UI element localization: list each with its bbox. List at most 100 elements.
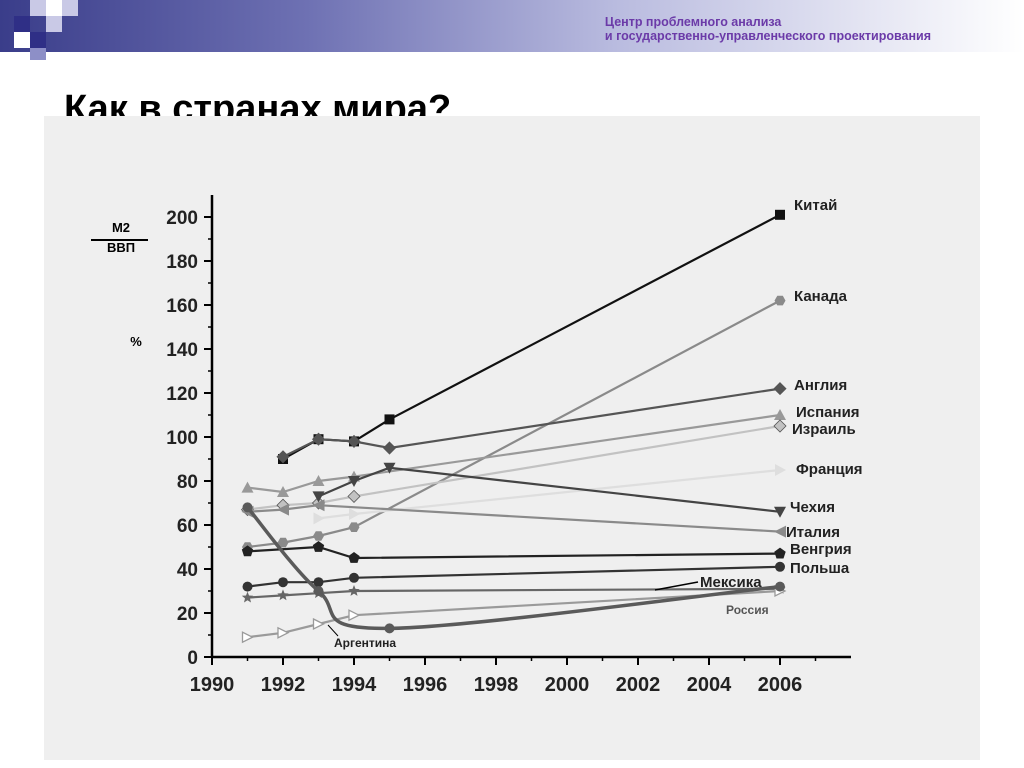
y-tick-label-180: 180 (166, 252, 198, 273)
line-аргентина (246, 506, 781, 631)
point-чехия-1994 (348, 476, 360, 487)
y-tick-label-0: 0 (187, 648, 198, 669)
y-tick-label-200: 200 (166, 208, 198, 229)
label-польша: Польша (790, 560, 850, 577)
series-россия (241, 584, 787, 644)
line-канада (247, 299, 781, 549)
series-канада (242, 295, 786, 552)
label-китай: Китай (794, 197, 837, 214)
logo-square-8 (14, 32, 30, 48)
y-label-numerator: M2 (112, 220, 130, 235)
point-англия-1994 (347, 434, 361, 448)
point-канада-1993 (313, 531, 324, 541)
x-tick-label-1998: 1998 (474, 674, 519, 696)
label-аргентина: Аргентина (334, 636, 396, 650)
point-польша-1992 (278, 577, 288, 588)
y-axis-label: M2 ВВП % (91, 220, 148, 349)
y-tick-label-40: 40 (177, 560, 198, 581)
point-мексика-1994 (348, 585, 360, 596)
label-канада: Канада (794, 288, 848, 305)
point-китай-1995 (384, 414, 395, 425)
series-венгрия (241, 541, 786, 563)
point-польша-1994 (349, 572, 359, 583)
logo-square-5 (46, 0, 62, 16)
series-англия (276, 382, 787, 464)
point-аргентина-2006 (775, 581, 785, 592)
y-tick-label-20: 20 (177, 604, 198, 625)
point-чехия-1993 (312, 491, 325, 503)
label-россия: Россия (726, 603, 769, 617)
point-израиль-1994 (347, 489, 361, 503)
org-line-2: и государственно-управленческого проекти… (604, 29, 931, 43)
point-венгрия-1994 (348, 552, 360, 563)
point-англия-1995 (382, 441, 397, 455)
x-tick-label-1996: 1996 (403, 674, 448, 696)
point-венгрия-2006 (774, 547, 786, 559)
y-label-unit: % (130, 334, 142, 349)
point-аргентина-1995 (384, 623, 395, 634)
line-китай (282, 213, 781, 460)
point-франция-1994 (349, 508, 360, 520)
logo-square-6 (62, 0, 78, 16)
series-испания (241, 409, 786, 497)
logo-square-1 (14, 16, 30, 32)
point-аргентина-1993 (313, 586, 324, 596)
series-польша (242, 561, 785, 592)
point-израиль-2006 (773, 419, 787, 433)
logo-square-3 (46, 16, 62, 32)
line-франция (318, 468, 781, 520)
point-венгрия-1991 (241, 545, 254, 557)
series-франция (313, 464, 786, 525)
label-испания: Испания (796, 404, 860, 421)
series-чехия (312, 462, 786, 518)
logo-square-4 (30, 32, 46, 48)
line-чехия (318, 466, 781, 513)
y-label-denominator: ВВП (107, 240, 135, 255)
point-испания-1991 (241, 481, 254, 493)
x-tick-label-1992: 1992 (261, 674, 306, 696)
label-англия: Англия (794, 377, 847, 394)
chart-series (240, 209, 787, 644)
chart-panel (44, 116, 980, 760)
x-tick-label-1994: 1994 (332, 674, 377, 696)
line-испания (247, 413, 781, 494)
leader-argentina (327, 624, 339, 637)
organization-name: Центр проблемного анализа и государствен… (605, 15, 931, 43)
point-испания-1992 (277, 486, 289, 497)
point-канада-1992 (277, 537, 289, 548)
point-испания-1993 (312, 475, 325, 486)
point-чехия-1995 (383, 462, 396, 474)
y-tick-label-80: 80 (177, 472, 198, 493)
point-чехия-2006 (774, 506, 786, 518)
point-канада-2006 (774, 295, 786, 306)
y-tick-label-140: 140 (166, 340, 198, 361)
series-аргентина (242, 502, 785, 634)
logo-square-2 (30, 0, 46, 16)
label-венгрия: Венгрия (790, 541, 852, 558)
label-чехия: Чехия (790, 499, 835, 516)
point-англия-1993 (311, 432, 326, 446)
point-италия-2006 (774, 525, 786, 538)
header-band (0, 0, 1024, 52)
point-польша-1991 (242, 581, 253, 592)
point-россия-1992 (277, 626, 290, 639)
point-франция-1993 (313, 512, 325, 525)
label-мексика: Мексика (700, 574, 762, 591)
point-англия-1992 (276, 450, 290, 464)
org-line-1: Центр проблемного анализа (604, 15, 782, 29)
y-tick-label-160: 160 (166, 296, 198, 317)
label-италия: Италия (786, 524, 840, 541)
y-tick-label-120: 120 (166, 384, 198, 405)
point-россия-1993 (312, 617, 325, 631)
x-tick-label-1990: 1990 (190, 674, 235, 696)
point-россия-1994 (348, 609, 361, 622)
x-tick-label-2004: 2004 (687, 674, 732, 696)
label-франция: Франция (796, 461, 863, 478)
point-аргентина-1991 (242, 502, 253, 513)
line-англия (282, 387, 781, 458)
leader-mexico (654, 581, 699, 591)
x-tick-label-2002: 2002 (616, 674, 661, 696)
logo-square-7 (30, 48, 46, 60)
point-италия-1992 (277, 503, 289, 516)
